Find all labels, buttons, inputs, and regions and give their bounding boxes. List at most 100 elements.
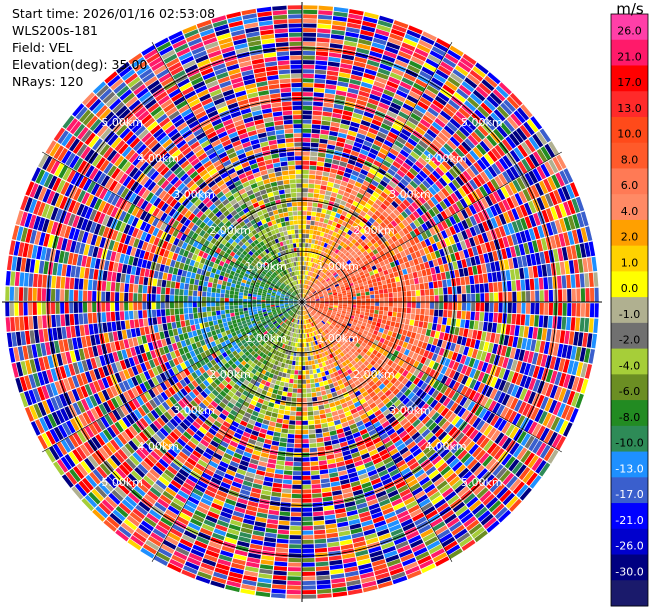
gate-cell <box>150 106 163 117</box>
gate-cell <box>533 213 541 226</box>
gate-cell <box>387 152 397 160</box>
gate-cell <box>310 216 316 221</box>
gate-cell <box>294 271 297 276</box>
gate-cell <box>115 292 120 302</box>
gate-cell <box>85 207 93 220</box>
gate-cell <box>260 29 274 36</box>
gate-cell <box>120 405 129 416</box>
gate-cell <box>339 214 346 221</box>
gate-cell <box>272 260 278 265</box>
gate-cell <box>424 261 430 269</box>
gate-cell <box>135 219 143 229</box>
gate-cell <box>180 225 187 233</box>
gate-cell <box>284 303 289 305</box>
gate-cell <box>369 123 380 131</box>
gate-cell <box>121 146 132 158</box>
gate-cell <box>137 482 149 493</box>
gate-cell <box>134 319 140 328</box>
gate-cell <box>38 232 46 246</box>
gate-cell <box>460 277 466 286</box>
gate-cell <box>210 256 217 263</box>
gate-cell <box>303 50 316 56</box>
gate-cell <box>216 288 221 294</box>
gate-cell <box>273 190 280 196</box>
gate-cell <box>294 229 299 234</box>
gate-cell <box>253 114 263 121</box>
gate-cell <box>479 254 485 264</box>
gate-cell <box>309 281 313 286</box>
gate-cell <box>541 238 548 251</box>
gate-cell <box>305 275 308 280</box>
gate-cell <box>264 121 275 128</box>
gate-cell <box>213 408 221 416</box>
gate-cell <box>111 321 117 332</box>
gate-cell <box>196 329 202 336</box>
gate-cell <box>69 277 75 290</box>
gate-cell <box>173 441 184 451</box>
gate-cell <box>302 293 304 298</box>
gate-cell <box>276 180 284 186</box>
gate-cell <box>258 165 267 172</box>
gate-cell <box>266 308 271 312</box>
gate-cell <box>195 417 204 426</box>
gate-cell <box>443 263 450 272</box>
gate-cell <box>409 278 415 285</box>
gate-cell <box>375 135 385 143</box>
gate-cell <box>325 285 330 289</box>
gate-cell <box>478 274 484 284</box>
gate-cell <box>82 302 88 313</box>
gate-cell <box>402 162 412 171</box>
gate-cell <box>32 302 37 315</box>
gate-cell <box>256 195 263 202</box>
gate-cell <box>466 293 471 302</box>
gate-cell <box>359 253 365 259</box>
gate-cell <box>318 10 333 16</box>
gate-cell <box>445 271 451 280</box>
gate-cell <box>242 323 248 328</box>
gate-cell <box>67 376 76 390</box>
gate-cell <box>544 290 549 302</box>
gate-cell <box>197 89 209 98</box>
gate-cell <box>173 357 180 366</box>
gate-cell <box>364 68 377 76</box>
gate-cell <box>312 119 322 125</box>
gate-cell <box>361 265 367 271</box>
gate-cell <box>213 122 224 131</box>
gate-cell <box>223 276 228 282</box>
gate-cell <box>200 156 210 165</box>
gate-cell <box>96 124 109 137</box>
gate-cell <box>102 202 111 214</box>
gate-cell <box>217 221 225 229</box>
gate-cell <box>320 256 325 262</box>
gate-cell <box>366 131 377 139</box>
gate-cell <box>66 420 76 434</box>
gate-cell <box>222 89 235 97</box>
gate-cell <box>219 80 232 89</box>
gate-cell <box>168 226 176 235</box>
gate-cell <box>486 95 499 108</box>
gate-cell <box>63 251 70 264</box>
gate-cell <box>161 287 166 295</box>
gate-cell <box>240 285 245 290</box>
gate-cell <box>210 412 219 420</box>
gate-cell <box>364 191 372 199</box>
gate-cell <box>448 154 458 165</box>
gate-cell <box>284 304 289 307</box>
gate-cell <box>66 118 78 132</box>
gate-cell <box>306 299 311 301</box>
gate-cell <box>270 282 276 286</box>
gate-cell <box>192 388 200 397</box>
gate-cell <box>336 256 342 262</box>
gate-cell <box>415 264 421 272</box>
gate-cell <box>274 195 281 201</box>
gate-cell <box>125 164 135 175</box>
gate-cell <box>279 194 286 199</box>
gate-cell <box>158 190 167 200</box>
gate-cell <box>78 302 83 313</box>
gate-cell <box>128 292 133 302</box>
gate-cell <box>353 141 363 149</box>
gate-cell <box>379 271 385 277</box>
gate-cell <box>244 247 251 253</box>
gate-cell <box>316 281 320 285</box>
gate-cell <box>284 254 288 260</box>
